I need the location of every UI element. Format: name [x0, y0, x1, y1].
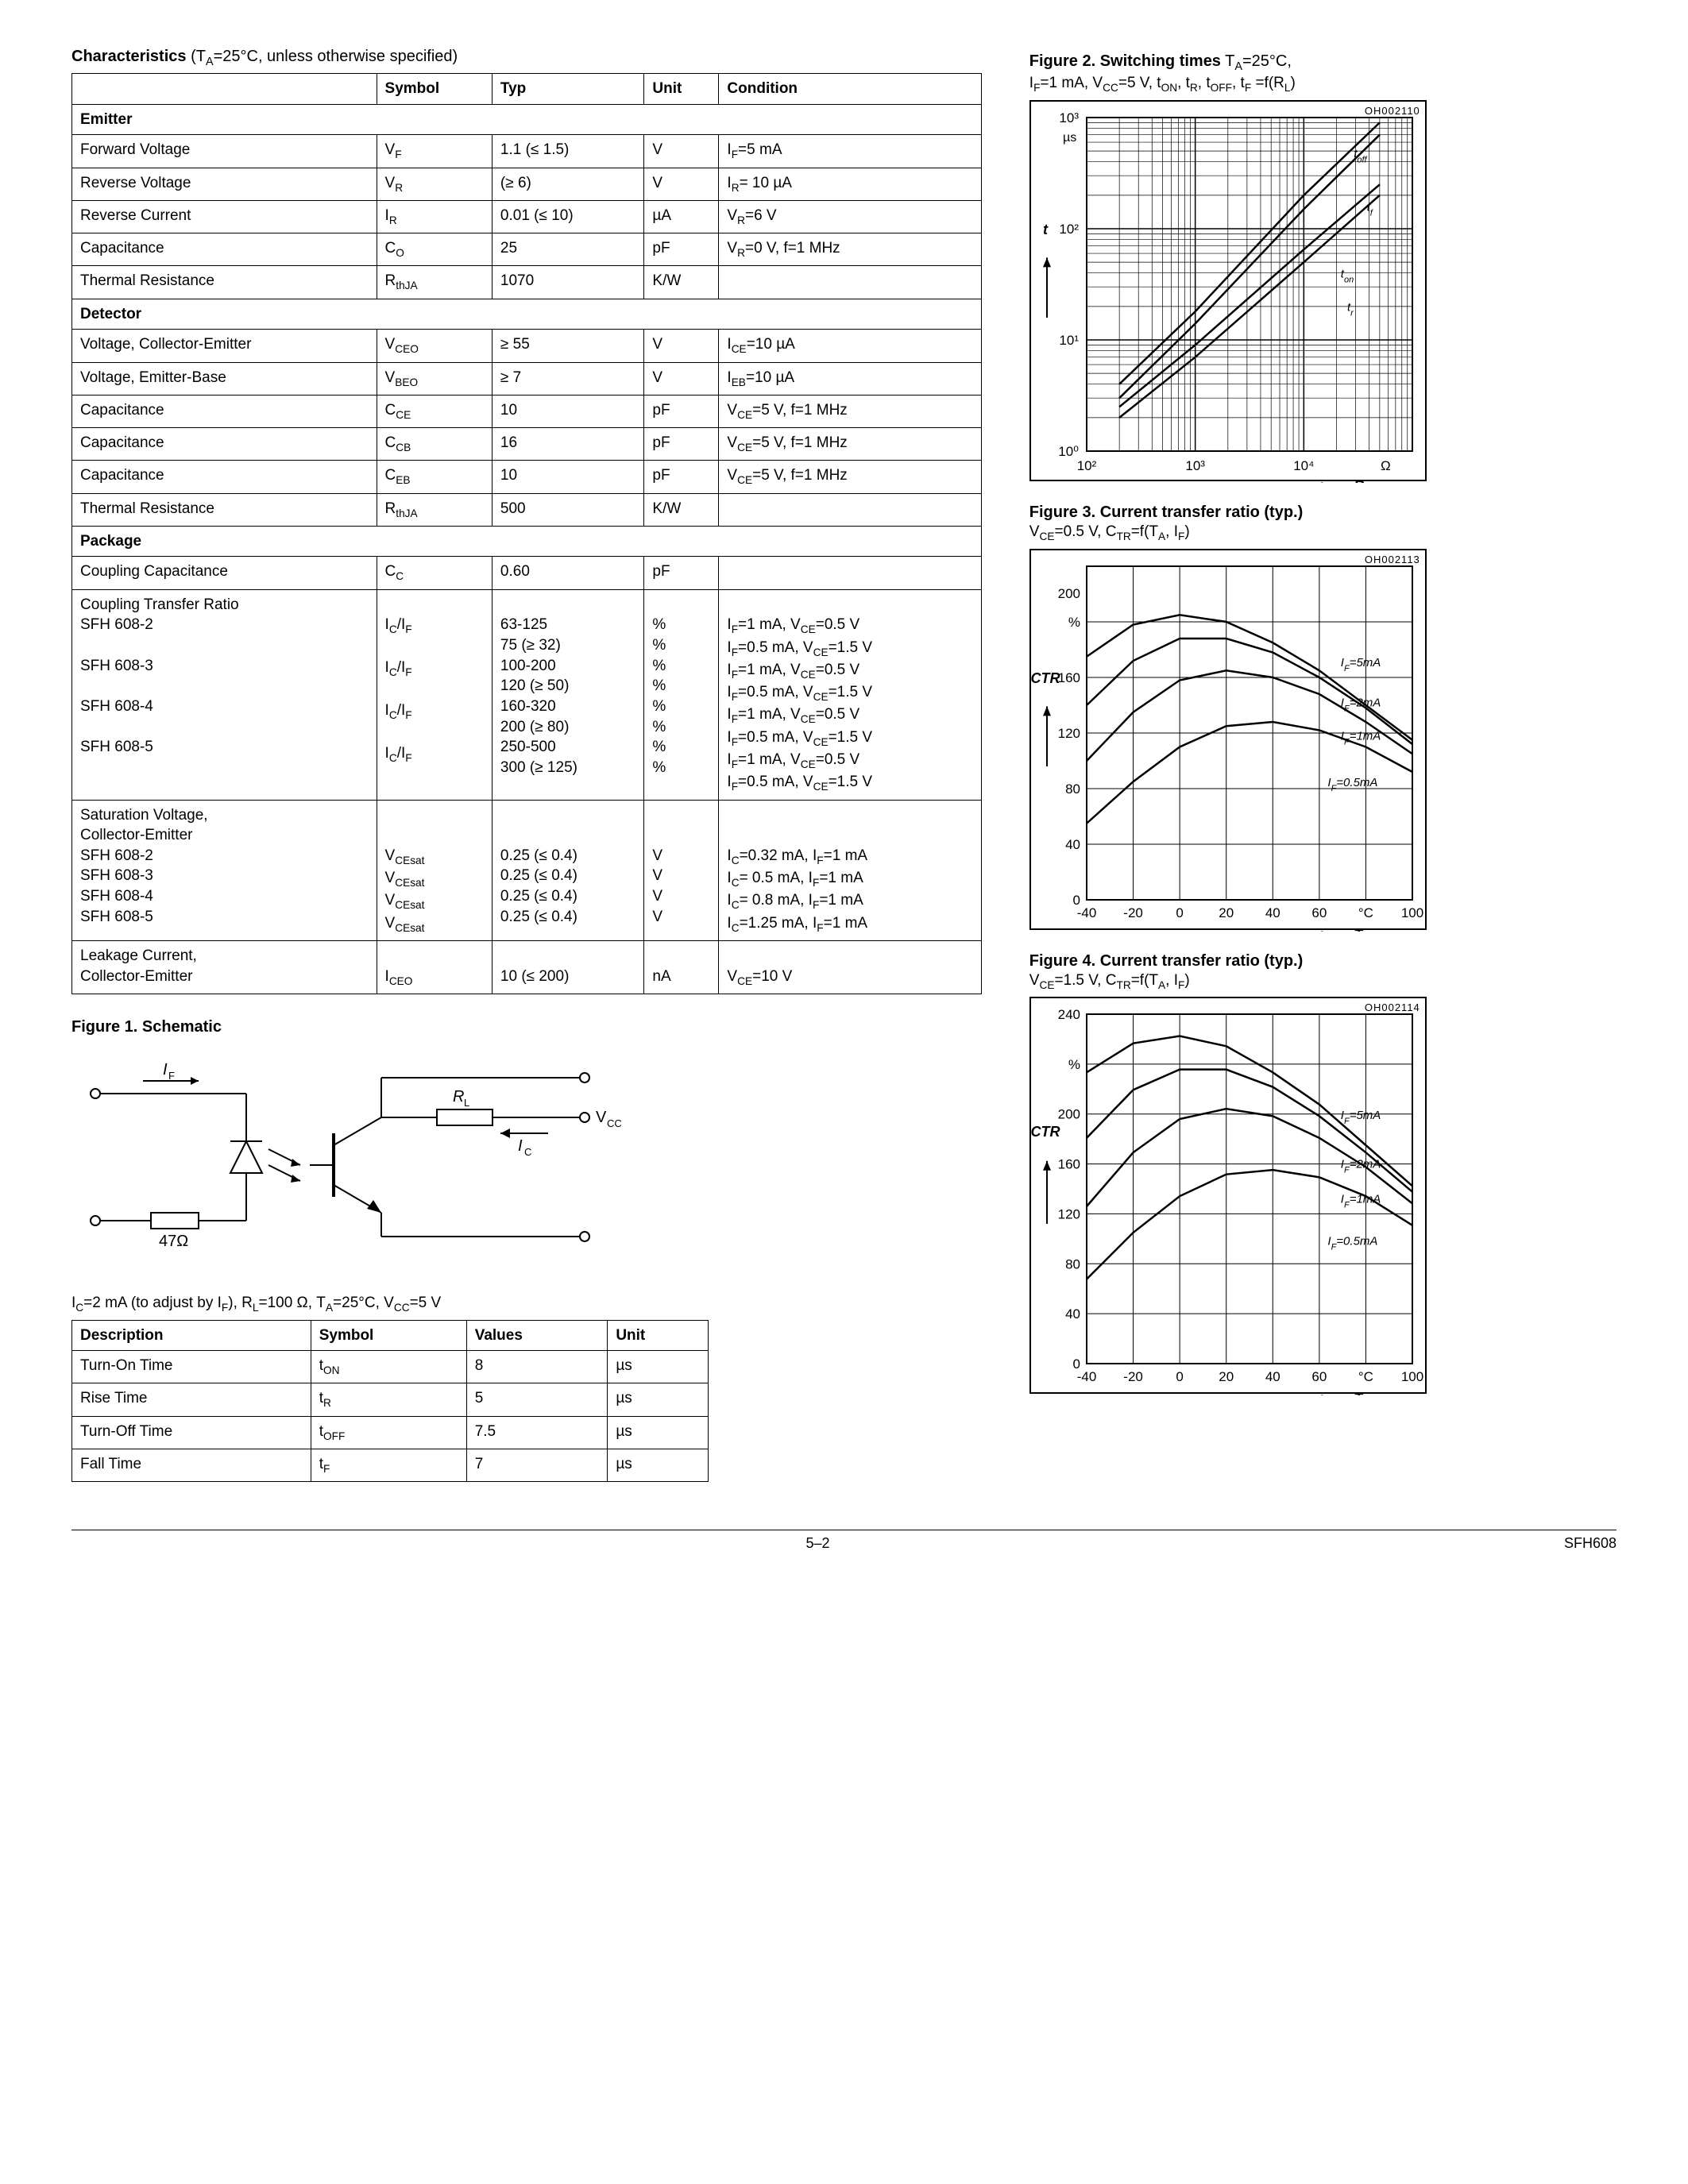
- svg-text:160: 160: [1057, 1157, 1080, 1172]
- svg-text:tf: tf: [1366, 200, 1373, 218]
- svg-text:0: 0: [1072, 893, 1080, 908]
- svg-text:240: 240: [1057, 1007, 1080, 1022]
- svg-text:TA: TA: [1354, 1391, 1369, 1395]
- svg-text:80: 80: [1065, 1257, 1080, 1272]
- svg-text:CTR: CTR: [1031, 1124, 1060, 1140]
- svg-text:200: 200: [1057, 1107, 1080, 1122]
- svg-text:100: 100: [1401, 905, 1423, 920]
- part-number: SFH608: [1564, 1535, 1617, 1552]
- svg-text:40: 40: [1265, 905, 1280, 920]
- svg-text:IF=5mA: IF=5mA: [1341, 656, 1381, 673]
- svg-text:60: 60: [1311, 1369, 1327, 1384]
- svg-text:IF=5mA: IF=5mA: [1341, 1109, 1381, 1126]
- svg-text:I: I: [518, 1137, 523, 1155]
- svg-text:10⁴: 10⁴: [1293, 458, 1314, 473]
- svg-text:160: 160: [1057, 670, 1080, 685]
- svg-text:40: 40: [1065, 1307, 1080, 1322]
- svg-text:100: 100: [1401, 1369, 1423, 1384]
- svg-text:20: 20: [1219, 905, 1234, 920]
- svg-text:IF=0.5mA: IF=0.5mA: [1327, 1235, 1377, 1252]
- characteristics-table: SymbolTypUnitConditionEmitterForward Vol…: [71, 73, 982, 994]
- svg-text:0: 0: [1176, 905, 1183, 920]
- svg-text:10⁰: 10⁰: [1058, 444, 1079, 459]
- svg-text:°C: °C: [1358, 905, 1373, 920]
- figure1-title: Figure 1. Schematic: [71, 1018, 982, 1036]
- svg-text:%: %: [1068, 615, 1080, 630]
- svg-text:V: V: [596, 1109, 607, 1126]
- svg-text:IF=1mA: IF=1mA: [1341, 1193, 1381, 1210]
- page-number: 5–2: [805, 1535, 829, 1552]
- svg-text:L: L: [464, 1097, 469, 1109]
- svg-text:40: 40: [1065, 837, 1080, 852]
- svg-text:TA: TA: [1354, 927, 1369, 932]
- svg-text:-20: -20: [1123, 1369, 1143, 1384]
- svg-text:0: 0: [1072, 1356, 1080, 1372]
- svg-text:10³: 10³: [1185, 458, 1205, 473]
- page-footer: 5–2 SFH608: [71, 1530, 1617, 1552]
- svg-text:120: 120: [1057, 1207, 1080, 1222]
- svg-text:I: I: [163, 1061, 168, 1078]
- figure4-block: Figure 4. Current transfer ratio (typ.) …: [1029, 952, 1617, 1395]
- svg-text:tr: tr: [1347, 300, 1354, 318]
- schematic-diagram: IF47ΩRLVCCIC: [71, 1046, 982, 1272]
- svg-text:F: F: [168, 1070, 175, 1082]
- svg-text:R: R: [453, 1088, 464, 1106]
- svg-text:-20: -20: [1123, 905, 1143, 920]
- svg-text:40: 40: [1265, 1369, 1280, 1384]
- svg-text:RL: RL: [1354, 478, 1369, 483]
- svg-text:t: t: [1043, 222, 1049, 237]
- svg-text:20: 20: [1219, 1369, 1234, 1384]
- svg-text:ton: ton: [1341, 267, 1354, 284]
- svg-text:CC: CC: [607, 1117, 622, 1129]
- svg-text:0: 0: [1176, 1369, 1183, 1384]
- svg-text:C: C: [524, 1146, 531, 1158]
- svg-text:Ω: Ω: [1381, 458, 1391, 473]
- timing-table: DescriptionSymbolValuesUnitTurn-On Timet…: [71, 1320, 709, 1483]
- svg-text:60: 60: [1311, 905, 1327, 920]
- characteristics-cond: (TA=25°C, unless otherwise specified): [187, 48, 458, 65]
- timing-caption: IC=2 mA (to adjust by IF), RL=100 Ω, TA=…: [71, 1295, 982, 1314]
- svg-text:%: %: [1068, 1057, 1080, 1072]
- figure3-block: Figure 3. Current transfer ratio (typ.) …: [1029, 504, 1617, 930]
- svg-text:µs: µs: [1063, 131, 1076, 145]
- svg-text:120: 120: [1057, 726, 1080, 741]
- svg-text:CTR: CTR: [1031, 670, 1060, 686]
- svg-text:IF=2mA: IF=2mA: [1341, 1158, 1381, 1175]
- svg-text:10²: 10²: [1059, 222, 1079, 237]
- svg-text:IF=0.5mA: IF=0.5mA: [1327, 776, 1377, 793]
- svg-text:10¹: 10¹: [1059, 333, 1079, 348]
- svg-text:200: 200: [1057, 586, 1080, 601]
- svg-text:80: 80: [1065, 781, 1080, 797]
- characteristics-title: Characteristics (TA=25°C, unless otherwi…: [71, 48, 982, 68]
- svg-text:10³: 10³: [1059, 110, 1079, 125]
- svg-text:°C: °C: [1358, 1369, 1373, 1384]
- svg-text:10²: 10²: [1076, 458, 1096, 473]
- svg-text:47Ω: 47Ω: [159, 1233, 188, 1250]
- figure2-block: Figure 2. Switching times TA=25°C, IF=1 …: [1029, 52, 1617, 481]
